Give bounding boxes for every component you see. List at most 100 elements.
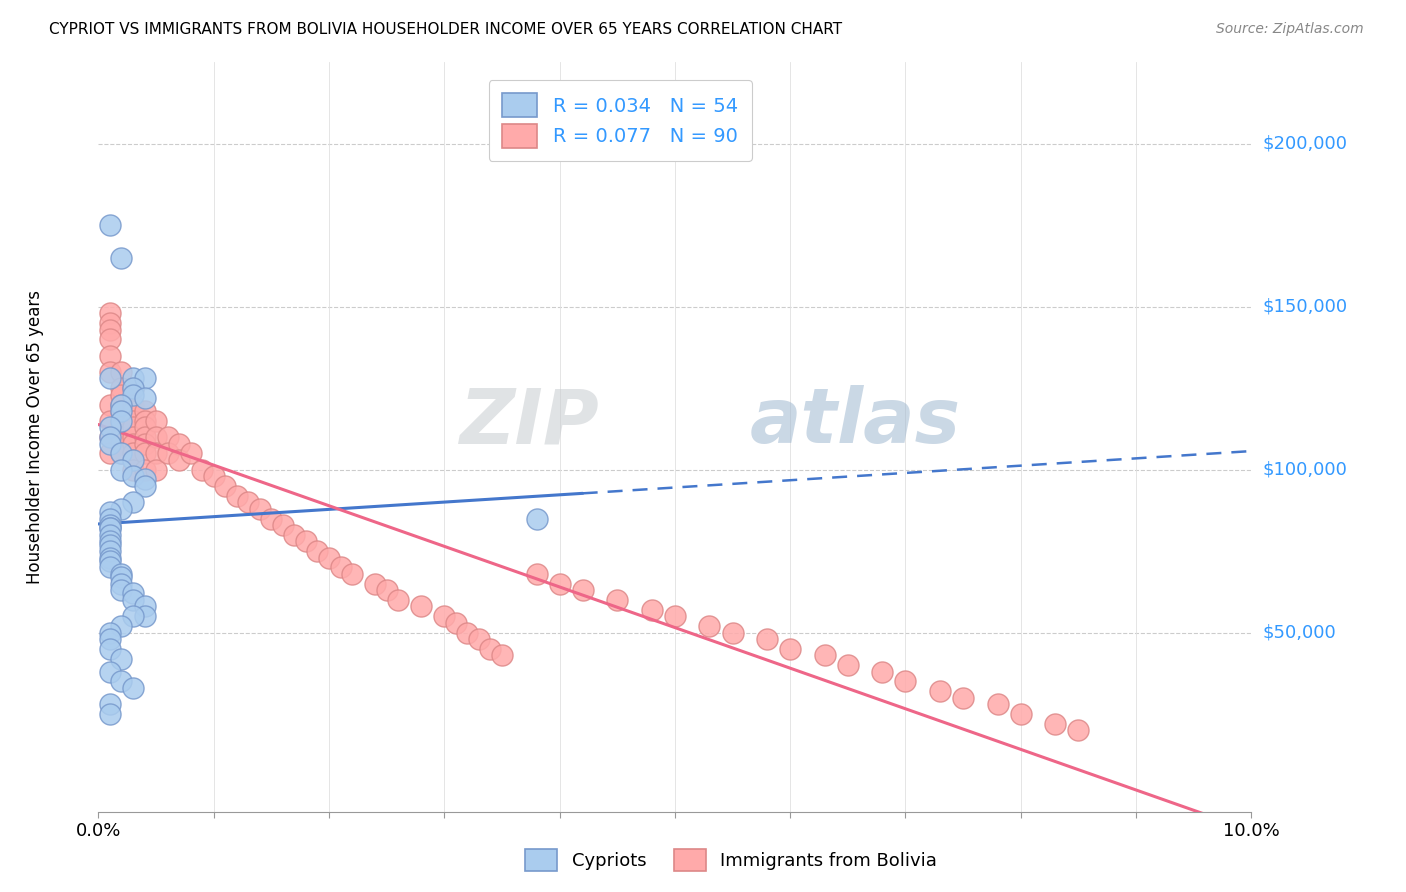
Point bbox=[98, 641, 121, 656]
Point bbox=[122, 463, 145, 477]
Point bbox=[98, 697, 121, 711]
Point bbox=[110, 404, 132, 418]
Point bbox=[110, 501, 132, 516]
Point bbox=[98, 521, 121, 535]
Point bbox=[156, 446, 179, 460]
Point bbox=[606, 593, 628, 607]
Point bbox=[122, 609, 145, 624]
Point bbox=[134, 391, 156, 405]
Point bbox=[1045, 716, 1067, 731]
Point bbox=[571, 583, 593, 598]
Point bbox=[122, 446, 145, 460]
Point bbox=[340, 566, 363, 581]
Point bbox=[98, 665, 121, 679]
Point bbox=[387, 593, 409, 607]
Point bbox=[98, 349, 121, 363]
Point bbox=[167, 436, 190, 450]
Point bbox=[110, 566, 132, 581]
Point bbox=[110, 381, 132, 395]
Point bbox=[122, 593, 145, 607]
Point bbox=[98, 511, 121, 525]
Point bbox=[98, 420, 121, 434]
Text: $50,000: $50,000 bbox=[1263, 624, 1336, 641]
Text: ZIP: ZIP bbox=[460, 385, 600, 459]
Text: $200,000: $200,000 bbox=[1263, 135, 1347, 153]
Point bbox=[110, 619, 132, 633]
Point bbox=[110, 365, 132, 379]
Point bbox=[180, 446, 202, 460]
Point bbox=[249, 501, 271, 516]
Point bbox=[225, 489, 247, 503]
Point bbox=[110, 430, 132, 444]
Point bbox=[98, 414, 121, 428]
Point bbox=[491, 648, 513, 663]
Point bbox=[98, 518, 121, 533]
Point bbox=[122, 495, 145, 509]
Point bbox=[122, 371, 145, 385]
Text: Source: ZipAtlas.com: Source: ZipAtlas.com bbox=[1216, 22, 1364, 37]
Point bbox=[98, 322, 121, 336]
Point bbox=[110, 414, 132, 428]
Point bbox=[641, 603, 664, 617]
Point bbox=[98, 436, 121, 450]
Point bbox=[134, 472, 156, 486]
Point bbox=[98, 554, 121, 568]
Point bbox=[122, 430, 145, 444]
Point bbox=[110, 397, 132, 411]
Point bbox=[98, 316, 121, 330]
Point bbox=[98, 397, 121, 411]
Point bbox=[145, 446, 167, 460]
Point bbox=[110, 583, 132, 598]
Point bbox=[122, 404, 145, 418]
Point bbox=[167, 453, 190, 467]
Point bbox=[98, 538, 121, 552]
Point bbox=[134, 446, 156, 460]
Point bbox=[110, 251, 132, 265]
Point bbox=[929, 684, 952, 698]
Point bbox=[134, 436, 156, 450]
Point bbox=[122, 414, 145, 428]
Point bbox=[156, 430, 179, 444]
Point bbox=[526, 511, 548, 525]
Point bbox=[375, 583, 398, 598]
Point bbox=[1067, 723, 1090, 738]
Point bbox=[98, 306, 121, 320]
Text: $100,000: $100,000 bbox=[1263, 460, 1347, 479]
Point bbox=[260, 511, 283, 525]
Point bbox=[98, 219, 121, 233]
Point bbox=[837, 658, 859, 673]
Point bbox=[364, 576, 387, 591]
Point bbox=[134, 404, 156, 418]
Point bbox=[110, 414, 132, 428]
Point bbox=[307, 544, 329, 558]
Point bbox=[98, 521, 121, 535]
Legend: R = 0.034   N = 54, R = 0.077   N = 90: R = 0.034 N = 54, R = 0.077 N = 90 bbox=[489, 79, 752, 161]
Point bbox=[98, 528, 121, 542]
Point bbox=[110, 463, 132, 477]
Point bbox=[122, 453, 145, 467]
Point bbox=[411, 599, 433, 614]
Point bbox=[98, 560, 121, 574]
Point bbox=[110, 436, 132, 450]
Text: $150,000: $150,000 bbox=[1263, 298, 1347, 316]
Point bbox=[122, 420, 145, 434]
Point bbox=[664, 609, 686, 624]
Point bbox=[110, 570, 132, 584]
Text: Householder Income Over 65 years: Householder Income Over 65 years bbox=[25, 290, 44, 584]
Point bbox=[548, 576, 571, 591]
Point bbox=[987, 697, 1010, 711]
Point bbox=[98, 625, 121, 640]
Point bbox=[110, 388, 132, 402]
Point bbox=[1010, 706, 1032, 721]
Point bbox=[110, 446, 132, 460]
Point bbox=[894, 674, 917, 689]
Point bbox=[134, 609, 156, 624]
Point bbox=[122, 586, 145, 600]
Point bbox=[479, 641, 502, 656]
Point bbox=[110, 446, 132, 460]
Point bbox=[98, 550, 121, 565]
Point bbox=[444, 615, 467, 630]
Point bbox=[122, 436, 145, 450]
Point bbox=[134, 479, 156, 493]
Point bbox=[134, 599, 156, 614]
